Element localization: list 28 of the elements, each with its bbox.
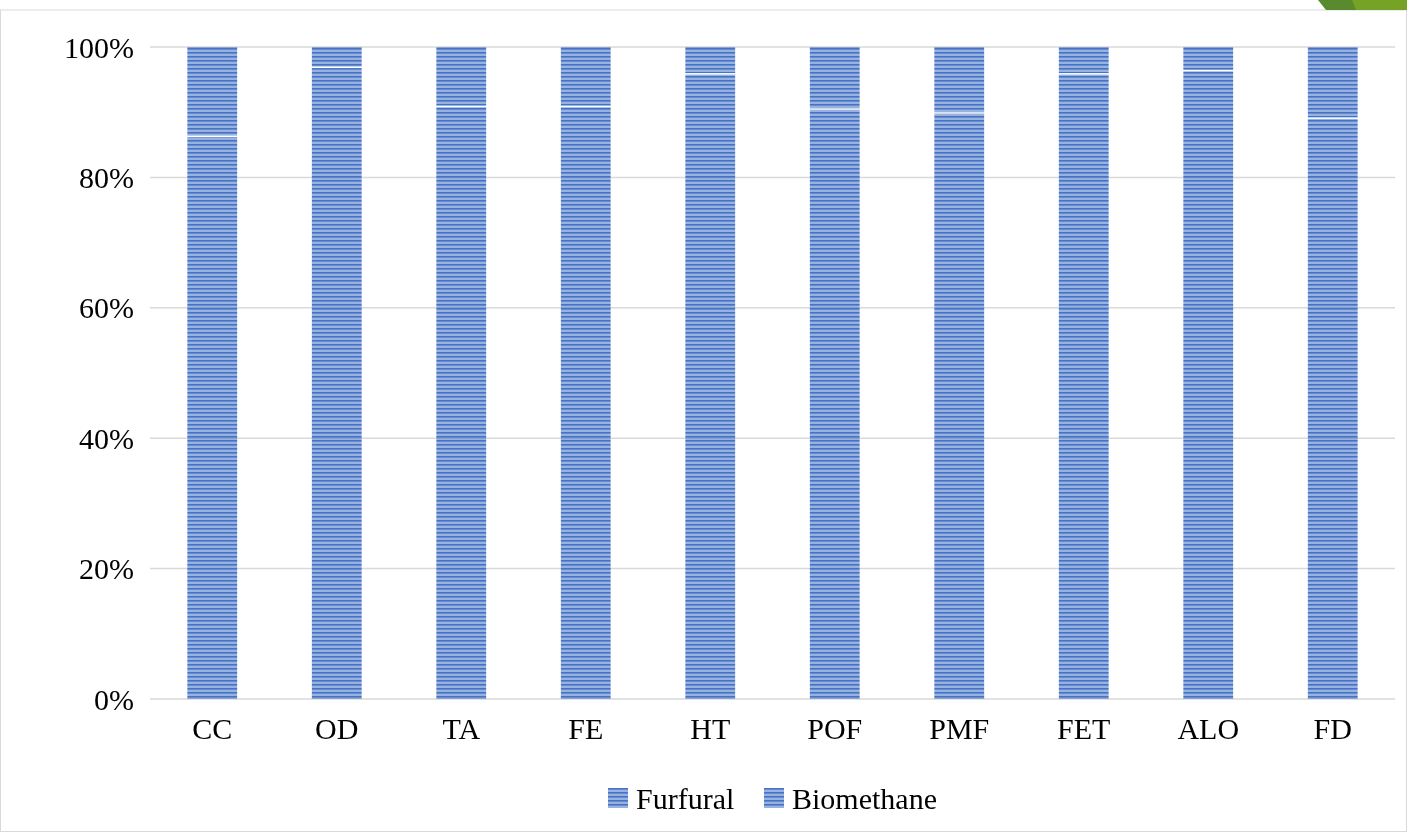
y-tick-label: 20% [79, 552, 134, 586]
bar [934, 113, 985, 699]
y-tick-label: 80% [79, 160, 134, 194]
y-tick-label: 0% [94, 682, 134, 716]
y-tick-label: 40% [79, 421, 134, 455]
y-tick-label: 60% [79, 291, 134, 325]
bar [685, 74, 736, 699]
bar [1058, 47, 1109, 74]
y-tick-label: 100% [64, 30, 134, 64]
bar [1307, 47, 1358, 118]
x-tick-label: CC [192, 712, 233, 745]
bar [1058, 74, 1109, 699]
x-tick-label: TA [442, 712, 481, 745]
x-tick-label: POF [807, 712, 863, 745]
x-tick-label: OD [315, 712, 359, 745]
bar [809, 47, 860, 109]
legend-label: Biomethane [792, 781, 937, 815]
bar [809, 109, 860, 699]
bar [1307, 118, 1358, 699]
x-tick-label: FD [1313, 712, 1352, 745]
legend-label: Furfural [636, 781, 735, 815]
x-tick-label: HT [690, 712, 731, 745]
x-tick-label: FET [1057, 712, 1111, 745]
x-tick-label: FE [568, 712, 604, 745]
x-tick-label: PMF [929, 712, 990, 745]
bar [685, 47, 736, 74]
x-tick-label: ALO [1177, 712, 1240, 745]
bar [934, 47, 985, 113]
